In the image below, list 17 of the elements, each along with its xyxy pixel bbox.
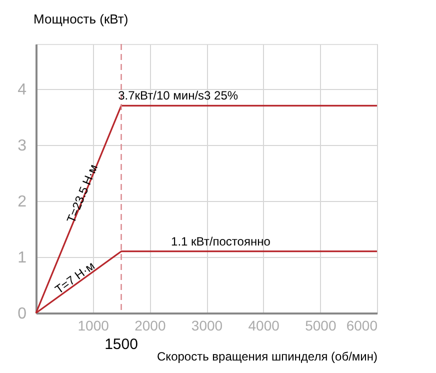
- y-tick-label: 0: [18, 306, 27, 322]
- annotation: 3.7кВт/10 мин/s3 25%: [118, 88, 238, 103]
- y-axis-title: Мощность (кВт): [34, 12, 128, 26]
- x-tick-label: 5000: [305, 318, 336, 334]
- y-tick-label: 4: [18, 81, 27, 98]
- x-axis-title: Скорость вращения шпинделя (об/мин): [157, 350, 378, 364]
- x-tick-label: 3000: [191, 318, 223, 334]
- annotation: T=7 Н·м: [52, 258, 98, 297]
- y-tick-label: 3: [18, 137, 27, 154]
- ref-line-label: 1500: [104, 336, 138, 353]
- x-tick-label: 1000: [78, 318, 110, 334]
- x-tick-label: 4000: [248, 318, 280, 334]
- y-tick-label: 2: [18, 193, 27, 210]
- y-tick-label: 1: [18, 249, 27, 266]
- x-tick-label: 6000: [346, 318, 378, 334]
- annotation: 1.1 кВт/постоянно: [171, 234, 271, 248]
- x-tick-label: 2000: [134, 318, 166, 334]
